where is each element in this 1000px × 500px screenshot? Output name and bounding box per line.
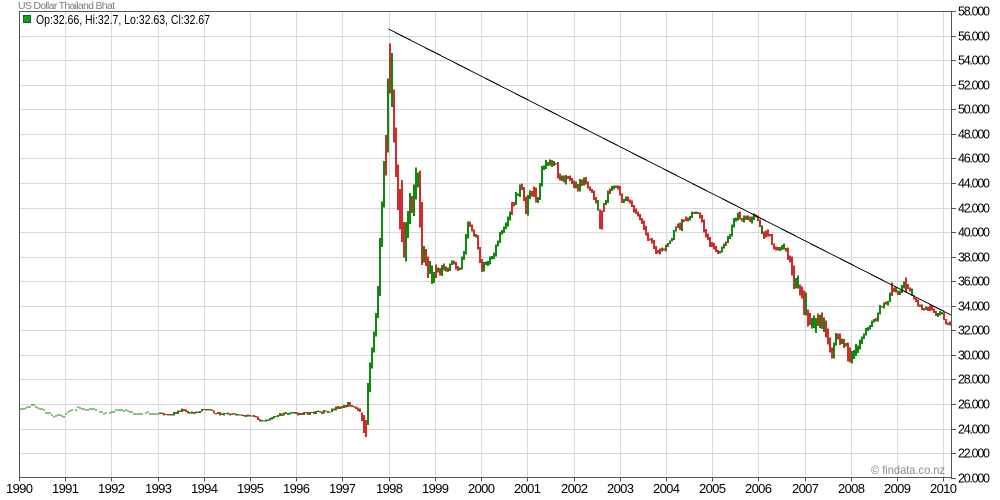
svg-text:2005: 2005 [699, 481, 726, 496]
svg-text:36.000: 36.000 [958, 275, 990, 289]
svg-text:1997: 1997 [329, 481, 356, 496]
svg-text:32.000: 32.000 [958, 324, 990, 338]
svg-text:2008: 2008 [838, 481, 865, 496]
svg-text:2000: 2000 [468, 481, 495, 496]
svg-text:28.000: 28.000 [958, 373, 990, 387]
svg-text:54.000: 54.000 [958, 54, 990, 68]
svg-text:34.000: 34.000 [958, 300, 990, 314]
svg-text:38.000: 38.000 [958, 251, 990, 265]
svg-text:52.000: 52.000 [958, 79, 990, 93]
svg-text:50.000: 50.000 [958, 103, 990, 117]
svg-text:26.000: 26.000 [958, 398, 990, 412]
svg-text:56.000: 56.000 [958, 30, 990, 44]
svg-text:48.000: 48.000 [958, 128, 990, 142]
svg-text:2003: 2003 [607, 481, 634, 496]
svg-text:1995: 1995 [237, 481, 264, 496]
svg-text:2002: 2002 [561, 481, 588, 496]
svg-text:1996: 1996 [283, 481, 310, 496]
svg-text:46.000: 46.000 [958, 152, 990, 166]
svg-text:40.000: 40.000 [958, 226, 990, 240]
svg-text:2007: 2007 [792, 481, 819, 496]
svg-text:2006: 2006 [745, 481, 772, 496]
svg-text:2004: 2004 [653, 481, 680, 496]
svg-text:1993: 1993 [145, 481, 172, 496]
svg-text:58.000: 58.000 [958, 5, 990, 19]
svg-text:30.000: 30.000 [958, 349, 990, 363]
svg-text:1994: 1994 [191, 481, 218, 496]
svg-text:Op:32.66, Hi:32.7, Lo:32.63, C: Op:32.66, Hi:32.7, Lo:32.63, Cl:32.67 [36, 13, 210, 27]
svg-text:US Dollar Thailand Bhat: US Dollar Thailand Bhat [18, 0, 115, 12]
svg-text:1991: 1991 [52, 481, 79, 496]
svg-text:24.000: 24.000 [958, 423, 990, 437]
svg-text:22.000: 22.000 [958, 447, 990, 461]
svg-text:42.000: 42.000 [958, 202, 990, 216]
svg-text:20.000: 20.000 [958, 472, 990, 486]
svg-text:2009: 2009 [884, 481, 911, 496]
svg-text:1999: 1999 [422, 481, 449, 496]
svg-text:44.000: 44.000 [958, 177, 990, 191]
svg-text:1992: 1992 [98, 481, 125, 496]
svg-text:1998: 1998 [376, 481, 403, 496]
svg-text:1990: 1990 [6, 481, 33, 496]
svg-text:© findata.co.nz: © findata.co.nz [871, 463, 945, 477]
svg-text:2001: 2001 [514, 481, 541, 496]
svg-text:2010: 2010 [930, 481, 957, 496]
